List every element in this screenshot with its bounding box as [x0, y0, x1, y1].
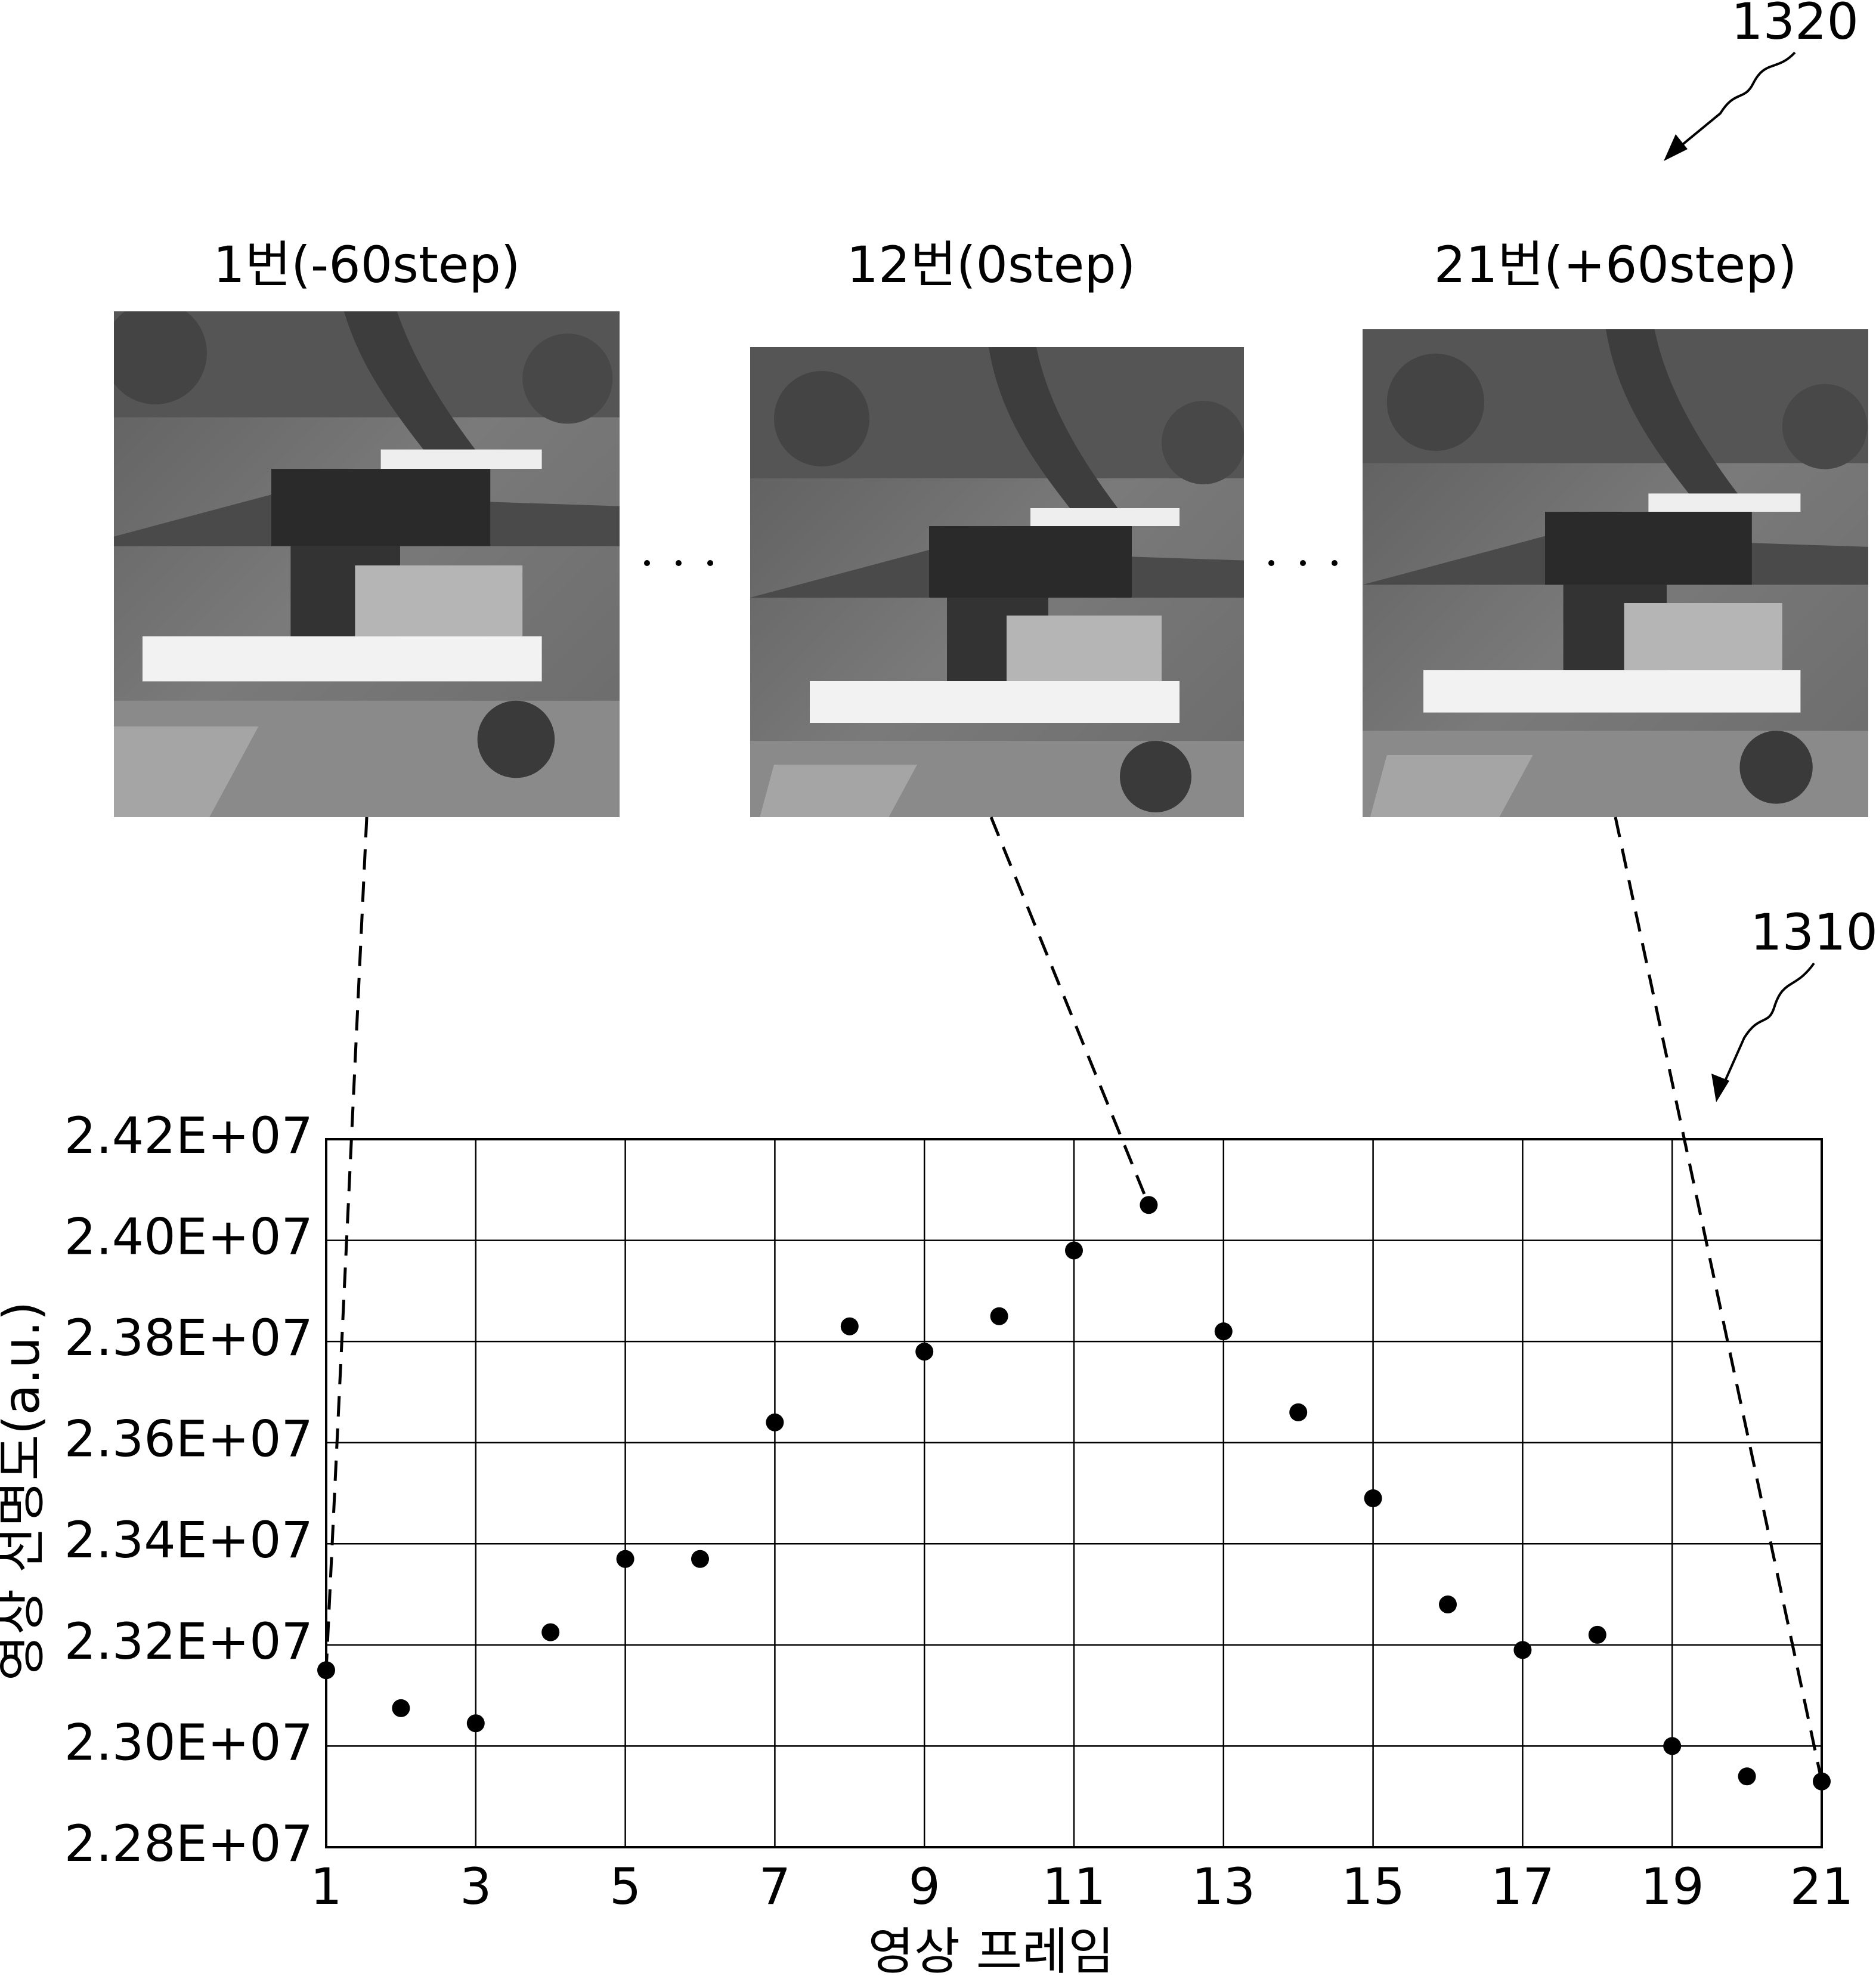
- data-point: [1588, 1625, 1606, 1644]
- ellipsis: [644, 560, 1338, 566]
- y-tick-label: 2.30E+07: [64, 1713, 313, 1771]
- plot: 2.28E+07 2.30E+07 2.32E+07 2.34E+07 2.36E+07…: [64, 817, 1854, 1916]
- photo-panel: [750, 347, 1244, 817]
- x-tick-label: 7: [759, 1857, 791, 1916]
- y-tick-label: 2.32E+07: [64, 1612, 313, 1671]
- x-tick-label: 19: [1640, 1857, 1704, 1916]
- data-point: [1513, 1641, 1532, 1659]
- data-point: [691, 1550, 709, 1568]
- panel-caption: 1번(-60step): [213, 236, 520, 294]
- x-tick-label: 11: [1042, 1857, 1106, 1916]
- data-point: [1738, 1767, 1756, 1786]
- x-tick-label: 3: [460, 1857, 491, 1916]
- x-tick-label: 1: [310, 1857, 342, 1916]
- data-point: [990, 1307, 1008, 1325]
- plot-frame: [325, 1138, 1823, 1848]
- x-axis-label: 영상 프레임: [868, 1922, 1114, 1981]
- data-point: [392, 1699, 410, 1717]
- panel-caption: 21번(+60step): [1434, 236, 1797, 294]
- data-point: [840, 1317, 859, 1335]
- x-tick-label: 5: [609, 1857, 641, 1916]
- data-point: [766, 1413, 784, 1431]
- x-tick-label: 9: [908, 1857, 940, 1916]
- y-tick-label: 2.34E+07: [64, 1511, 313, 1569]
- data-point: [1289, 1403, 1308, 1421]
- photo-panel: [114, 311, 620, 817]
- data-point: [616, 1550, 634, 1568]
- reference-arrow: [1668, 51, 1796, 156]
- reference-label: 1310: [1750, 903, 1876, 961]
- leader-line: [324, 817, 369, 1671]
- y-tick-label: 2.42E+07: [64, 1106, 313, 1165]
- y-axis-label: 영상 선명도(a.u.): [0, 1301, 51, 1681]
- y-tick-label: 2.40E+07: [64, 1208, 313, 1266]
- x-tick-label: 13: [1191, 1857, 1255, 1916]
- data-point: [466, 1714, 485, 1733]
- reference-arrow: [1719, 962, 1815, 1092]
- reference-arrowhead: [1711, 1074, 1729, 1102]
- y-tick-label: 2.36E+07: [64, 1410, 313, 1468]
- data-point: [1439, 1596, 1457, 1614]
- data-point: [1364, 1489, 1382, 1507]
- data-point: [1663, 1737, 1682, 1755]
- data-point: [1065, 1241, 1083, 1260]
- data-point: [915, 1343, 934, 1361]
- reference-arrowhead: [1664, 134, 1688, 161]
- leader-line: [1614, 817, 1824, 1782]
- y-tick-label: 2.28E+07: [64, 1814, 313, 1873]
- data-point: [541, 1623, 560, 1641]
- reference-label: 1320: [1731, 0, 1859, 51]
- photo-panel: [1363, 329, 1868, 817]
- x-tick-label: 21: [1790, 1857, 1854, 1916]
- data-point: [1140, 1196, 1158, 1214]
- panel-caption: 12번(0step): [847, 236, 1136, 294]
- data-point: [1214, 1322, 1233, 1341]
- x-tick-label: 15: [1341, 1857, 1405, 1916]
- y-tick-label: 2.38E+07: [64, 1309, 313, 1367]
- x-tick-label: 17: [1491, 1857, 1555, 1916]
- leader-line: [989, 817, 1150, 1206]
